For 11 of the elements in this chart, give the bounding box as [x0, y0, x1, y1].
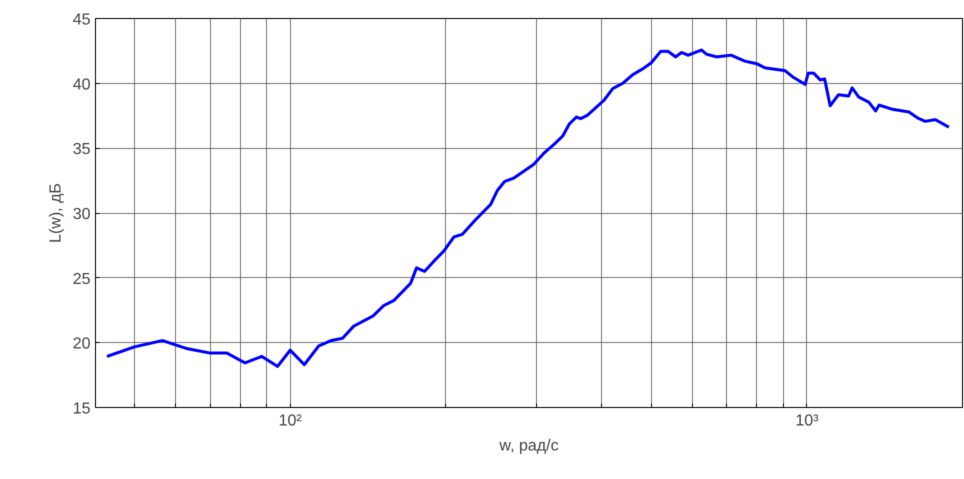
- x-tick-label: 10²: [278, 412, 302, 430]
- y-tick-label: 25: [72, 270, 91, 288]
- y-tick-label: 15: [72, 400, 91, 418]
- y-tick-label: 45: [72, 12, 91, 28]
- y-tick-label: 35: [72, 141, 91, 158]
- y-tick-label: 40: [72, 76, 91, 94]
- x-axis-title: w, рад/с: [498, 438, 559, 454]
- x-tick-label: 10³: [795, 412, 820, 430]
- y-tick-label: 20: [72, 336, 91, 353]
- y-axis-title: L(w), дБ: [48, 183, 65, 243]
- y-tick-label: 30: [72, 206, 91, 223]
